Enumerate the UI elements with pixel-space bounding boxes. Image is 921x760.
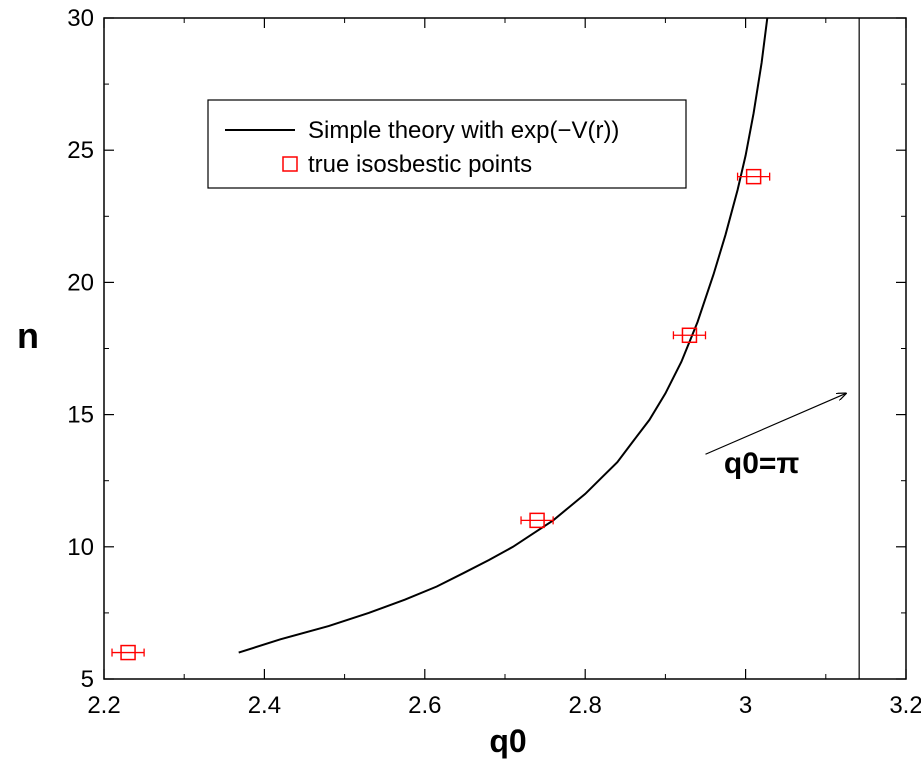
data-point xyxy=(520,512,554,529)
annotation-label: q0=π xyxy=(724,447,800,480)
data-point xyxy=(111,644,145,661)
y-tick-label: 20 xyxy=(67,269,94,296)
x-tick-label: 3.2 xyxy=(889,692,921,719)
square-marker xyxy=(120,644,136,661)
data-point xyxy=(736,168,771,185)
axes-ticks: 2.2 2.4 2.6 2.8 3 3.2 5 10 15 20 25 30 xyxy=(67,5,921,719)
x-axis-label: q0 xyxy=(489,723,526,759)
legend: Simple theory with exp(−V(r)) true isosbe… xyxy=(207,99,687,189)
annotation-layer: q0=π xyxy=(705,393,846,480)
square-marker xyxy=(745,168,762,185)
y-tick-label: 10 xyxy=(67,534,94,561)
series-layer xyxy=(111,17,860,679)
x-tick-label: 2.4 xyxy=(248,692,281,719)
x-tick-label: 3 xyxy=(739,692,752,719)
square-marker xyxy=(529,512,545,529)
x-tick-label: 2.6 xyxy=(408,692,441,719)
legend-label-points: true isosbestic points xyxy=(308,151,532,178)
theory-curve xyxy=(238,17,769,654)
y-tick-label: 5 xyxy=(81,666,94,693)
y-tick-label: 15 xyxy=(67,402,94,429)
y-tick-label: 30 xyxy=(67,5,94,32)
legend-label-theory: Simple theory with exp(−V(r)) xyxy=(308,117,619,144)
square-marker xyxy=(681,327,698,344)
x-tick-label: 2.8 xyxy=(569,692,602,719)
x-tick-label: 2.2 xyxy=(87,692,120,719)
y-tick-label: 25 xyxy=(67,137,94,164)
legend-square-swatch xyxy=(282,156,298,172)
data-point xyxy=(672,327,707,344)
legend-box xyxy=(207,99,687,189)
annotation-arrow xyxy=(705,393,846,455)
y-axis-label: n xyxy=(17,315,39,356)
